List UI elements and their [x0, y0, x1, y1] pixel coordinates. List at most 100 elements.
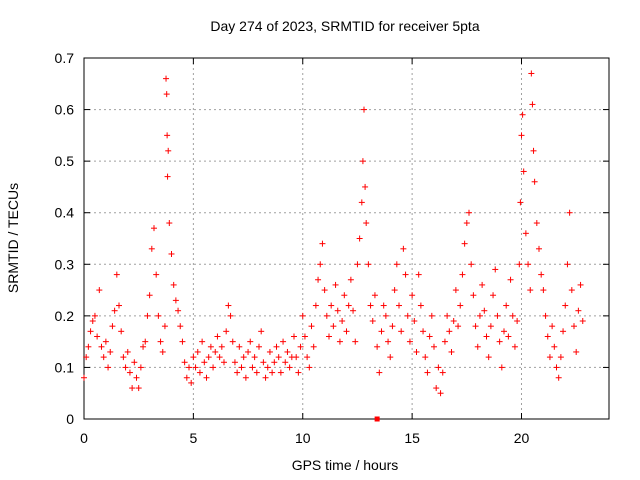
data-point: [417, 302, 424, 309]
data-point: [234, 369, 241, 376]
data-point: [291, 333, 297, 340]
data-point: [433, 385, 440, 392]
data-point: [190, 354, 197, 361]
data-point: [105, 364, 112, 371]
y-tick-label: 0.7: [55, 50, 75, 66]
data-point: [358, 199, 365, 206]
data-point: [472, 323, 479, 330]
data-point: [566, 209, 573, 216]
data-point: [218, 343, 225, 350]
data-point: [94, 333, 101, 340]
data-point: [186, 364, 192, 371]
data-point: [483, 333, 490, 340]
data-point: [286, 364, 293, 371]
data-point: [293, 354, 300, 361]
data-point: [496, 338, 503, 345]
data-point: [85, 343, 92, 350]
data-point: [396, 302, 402, 309]
data-point: [402, 271, 409, 278]
data-point: [247, 338, 254, 345]
data-point: [439, 369, 446, 376]
data-point: [533, 220, 540, 227]
data-point: [492, 266, 499, 273]
data-point: [203, 374, 210, 381]
data-point: [163, 75, 170, 82]
data-point: [334, 307, 341, 314]
data-point: [459, 271, 466, 278]
data-point: [251, 354, 258, 361]
data-point: [295, 369, 302, 376]
data-point: [435, 364, 442, 371]
tick-layer: 0 0.1 0.2 0.3 0.4 0.5 0.6 0.7 0 5 10 15 20: [55, 50, 609, 446]
y-axis-label: SRMTID / TECUs: [5, 183, 21, 293]
data-point: [100, 354, 107, 361]
data-point: [369, 318, 376, 325]
data-point: [262, 374, 269, 381]
y-tick-label: 0.1: [55, 359, 75, 375]
data-point: [81, 374, 87, 381]
data-point: [555, 374, 562, 381]
data-point: [406, 338, 413, 345]
x-tick-label: 0: [80, 430, 88, 446]
data-point: [124, 348, 131, 355]
data-point: [577, 281, 584, 288]
data-point: [448, 348, 455, 355]
data-point: [490, 292, 497, 299]
data-point: [231, 359, 238, 366]
data-point: [387, 354, 394, 361]
data-point: [560, 328, 567, 335]
data-point: [297, 343, 304, 350]
data-point: [238, 364, 245, 371]
data-point: [428, 312, 435, 319]
data-point: [350, 307, 357, 314]
data-point: [175, 307, 182, 314]
data-point: [131, 359, 138, 366]
data-point: [212, 348, 219, 355]
data-point: [264, 364, 271, 371]
data-point: [557, 354, 564, 361]
data-point: [441, 338, 448, 345]
data-point: [345, 302, 352, 309]
data-point: [165, 147, 172, 154]
data-point: [332, 281, 339, 288]
data-point: [452, 287, 459, 294]
data-point: [260, 359, 267, 366]
data-point: [328, 302, 335, 309]
data-point: [177, 323, 184, 330]
data-point: [367, 302, 374, 309]
data-point: [312, 302, 319, 309]
data-point: [126, 369, 133, 376]
data-point: [304, 354, 311, 361]
data-point: [517, 199, 524, 206]
data-point: [426, 333, 433, 340]
data-point: [194, 348, 201, 355]
data-point: [205, 354, 212, 361]
data-point: [503, 302, 510, 309]
data-point: [256, 343, 262, 350]
data-point: [299, 312, 306, 319]
data-point: [516, 261, 523, 268]
data-point: [361, 106, 367, 113]
data-point: [210, 364, 217, 371]
data-point: [249, 364, 256, 371]
data-point: [476, 312, 483, 319]
data-point: [575, 307, 582, 314]
data-point: [199, 338, 206, 345]
data-points: [81, 70, 586, 422]
data-point: [400, 245, 407, 252]
data-point: [511, 343, 518, 350]
data-point: [501, 328, 507, 335]
data-point: [470, 292, 477, 299]
data-point: [221, 359, 227, 366]
data-point: [404, 312, 411, 319]
data-point: [450, 318, 457, 325]
data-point: [531, 178, 538, 185]
data-point: [102, 338, 109, 345]
data-point: [253, 369, 260, 376]
data-point: [474, 343, 481, 350]
data-point: [466, 209, 472, 216]
data-point: [527, 287, 534, 294]
data-point: [530, 147, 537, 154]
data-point: [398, 328, 405, 335]
